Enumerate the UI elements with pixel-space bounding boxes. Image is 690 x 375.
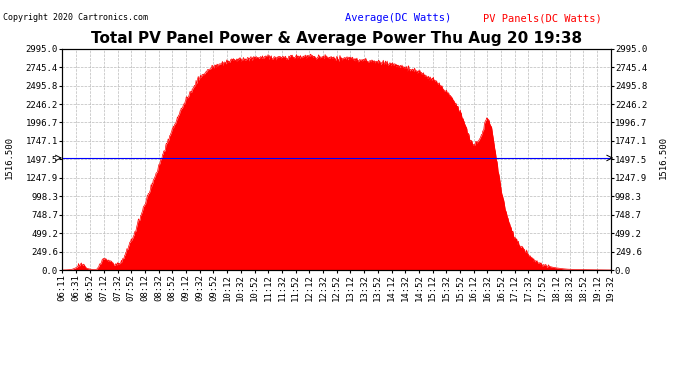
- Text: 1516.500: 1516.500: [5, 136, 14, 180]
- Text: 1516.500: 1516.500: [659, 136, 668, 180]
- Title: Total PV Panel Power & Average Power Thu Aug 20 19:38: Total PV Panel Power & Average Power Thu…: [91, 31, 582, 46]
- Text: PV Panels(DC Watts): PV Panels(DC Watts): [483, 13, 602, 23]
- Text: Average(DC Watts): Average(DC Watts): [345, 13, 451, 23]
- Text: Copyright 2020 Cartronics.com: Copyright 2020 Cartronics.com: [3, 13, 148, 22]
